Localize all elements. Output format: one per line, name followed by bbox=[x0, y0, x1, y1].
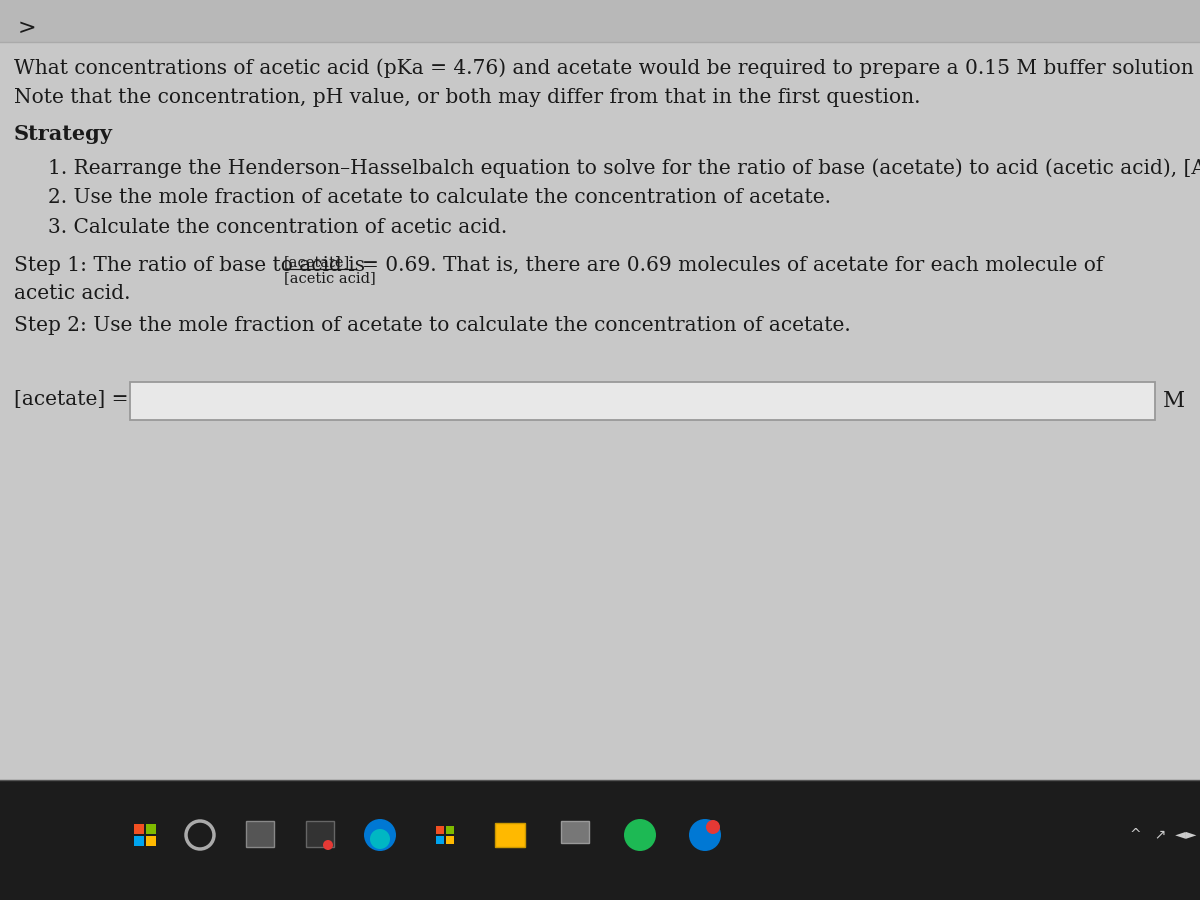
Circle shape bbox=[706, 820, 720, 834]
Text: 1. Rearrange the Henderson–Hasselbalch equation to solve for the ratio of base (: 1. Rearrange the Henderson–Hasselbalch e… bbox=[48, 158, 1200, 177]
Text: ^   ↗  ◄►: ^ ↗ ◄► bbox=[1130, 828, 1196, 842]
Bar bbox=[496, 823, 526, 847]
Text: [acetate] =: [acetate] = bbox=[14, 390, 128, 409]
Text: What concentrations of acetic acid (pKa = 4.76) and acetate would be required to: What concentrations of acetic acid (pKa … bbox=[14, 58, 1200, 77]
Text: Step 1: The ratio of base to acid is: Step 1: The ratio of base to acid is bbox=[14, 256, 371, 275]
Bar bbox=[146, 824, 156, 834]
Circle shape bbox=[364, 819, 396, 851]
Text: Note that the concentration, pH value, or both may differ from that in the first: Note that the concentration, pH value, o… bbox=[14, 88, 920, 107]
Circle shape bbox=[689, 819, 721, 851]
Text: [acetic acid]: [acetic acid] bbox=[284, 271, 376, 285]
Bar bbox=[436, 826, 444, 834]
Text: = 0.69. That is, there are 0.69 molecules of acetate for each molecule of: = 0.69. That is, there are 0.69 molecule… bbox=[362, 256, 1104, 275]
Bar bbox=[0, 780, 1200, 900]
Text: >: > bbox=[18, 18, 37, 38]
Circle shape bbox=[624, 819, 656, 851]
Bar bbox=[0, 0, 1200, 42]
Bar bbox=[134, 824, 144, 834]
Bar bbox=[562, 821, 589, 843]
Bar bbox=[306, 821, 334, 847]
FancyBboxPatch shape bbox=[130, 382, 1154, 420]
Bar bbox=[246, 821, 274, 847]
Text: Strategy: Strategy bbox=[14, 124, 113, 144]
Text: acetic acid.: acetic acid. bbox=[14, 284, 131, 303]
Text: [acetate]: [acetate] bbox=[284, 255, 350, 269]
Bar bbox=[146, 836, 156, 846]
Text: 3. Calculate the concentration of acetic acid.: 3. Calculate the concentration of acetic… bbox=[48, 218, 508, 237]
Bar bbox=[436, 836, 444, 844]
Text: Step 2: Use the mole fraction of acetate to calculate the concentration of aceta: Step 2: Use the mole fraction of acetate… bbox=[14, 316, 851, 335]
Bar bbox=[446, 836, 454, 844]
Text: M: M bbox=[1163, 390, 1186, 412]
Bar bbox=[446, 826, 454, 834]
Bar bbox=[134, 836, 144, 846]
Circle shape bbox=[323, 840, 334, 850]
Text: 2. Use the mole fraction of acetate to calculate the concentration of acetate.: 2. Use the mole fraction of acetate to c… bbox=[48, 188, 830, 207]
Circle shape bbox=[370, 829, 390, 849]
